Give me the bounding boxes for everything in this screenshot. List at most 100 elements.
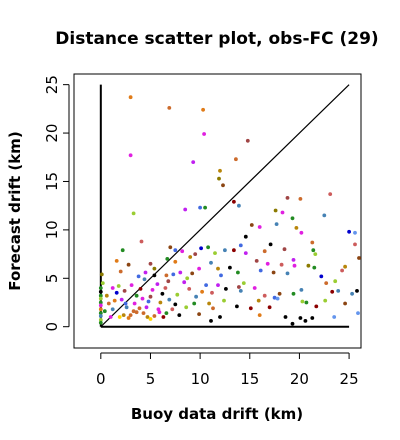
data-point	[223, 248, 227, 253]
data-point	[236, 270, 240, 275]
data-point	[112, 298, 117, 303]
data-point	[197, 266, 202, 271]
y-axis-label: Forecast drift (km)	[6, 131, 24, 290]
x-tick-label: 15	[240, 370, 259, 388]
data-point	[98, 296, 103, 301]
data-point	[336, 289, 341, 293]
data-point	[323, 298, 328, 303]
data-point	[185, 276, 190, 281]
data-point	[129, 283, 134, 287]
data-point	[330, 289, 335, 294]
data-point	[267, 305, 272, 310]
data-point	[173, 248, 178, 253]
data-point	[200, 289, 205, 294]
data-point	[98, 314, 103, 318]
data-point	[310, 316, 315, 320]
x-tick-label: 10	[191, 370, 210, 388]
data-point	[100, 281, 105, 285]
data-point	[298, 316, 303, 320]
data-point	[279, 262, 284, 267]
y-tick-label: 5	[43, 274, 61, 284]
data-point	[333, 279, 338, 284]
chart-title: Distance scatter plot, obs-FC (29)	[55, 29, 378, 49]
data-point	[126, 262, 131, 267]
data-point	[343, 301, 347, 306]
data-point	[219, 273, 223, 278]
data-point	[299, 230, 304, 235]
data-point	[343, 264, 347, 269]
x-tick-label: 0	[96, 370, 106, 388]
data-point	[137, 306, 142, 311]
data-point	[184, 305, 189, 310]
data-point	[232, 248, 236, 253]
data-point	[221, 183, 225, 188]
data-point	[291, 258, 296, 262]
data-point	[152, 266, 157, 271]
data-point	[241, 281, 246, 285]
plot-frame	[73, 73, 362, 349]
data-point	[328, 192, 333, 197]
data-point	[98, 303, 103, 308]
data-point	[190, 271, 195, 276]
data-point	[319, 274, 324, 279]
x-axis: 0 5 10 15 20 25	[96, 352, 359, 388]
data-point	[134, 310, 139, 315]
data-point	[98, 320, 103, 325]
data-point	[114, 259, 119, 263]
data-point	[291, 291, 296, 296]
data-point	[156, 307, 161, 312]
data-point	[300, 299, 305, 304]
data-point	[155, 282, 160, 286]
data-point	[98, 311, 103, 315]
data-point	[310, 240, 315, 245]
data-point	[128, 313, 133, 317]
data-point	[136, 274, 141, 279]
data-point	[222, 298, 226, 303]
data-point	[299, 288, 304, 292]
data-point	[280, 210, 285, 215]
reference-line-diagonal	[100, 84, 350, 328]
data-point	[182, 280, 187, 285]
y-tick-label: 20	[43, 124, 61, 143]
data-point	[285, 271, 290, 276]
data-point	[106, 301, 111, 306]
data-point	[160, 291, 165, 296]
data-point	[98, 286, 103, 290]
data-point	[104, 293, 109, 298]
data-point	[274, 222, 279, 227]
data-point	[277, 291, 282, 296]
data-point	[102, 309, 107, 314]
data-point	[217, 176, 221, 181]
data-point	[206, 245, 211, 250]
data-point	[355, 289, 359, 293]
data-point	[164, 273, 169, 278]
data-point	[121, 313, 126, 317]
data-point	[324, 281, 329, 285]
data-points	[98, 95, 361, 326]
data-point	[298, 197, 303, 201]
data-point	[173, 259, 178, 264]
data-point	[123, 301, 128, 306]
data-point	[110, 307, 115, 312]
data-point	[257, 225, 262, 229]
data-point	[210, 290, 214, 295]
data-point	[207, 301, 212, 306]
data-point	[353, 230, 357, 235]
data-point	[209, 260, 213, 265]
data-point	[167, 106, 172, 110]
data-point	[165, 257, 170, 261]
data-point	[202, 132, 207, 136]
data-point	[313, 252, 318, 256]
data-point	[218, 168, 222, 173]
y-tick-label: 25	[43, 75, 61, 94]
data-point	[183, 207, 188, 212]
data-point	[218, 315, 222, 319]
data-point	[273, 208, 278, 213]
data-point	[131, 211, 136, 216]
data-point	[150, 288, 155, 292]
data-point	[234, 157, 238, 162]
data-point	[142, 277, 147, 282]
data-point	[148, 317, 153, 321]
data-point	[272, 295, 277, 300]
